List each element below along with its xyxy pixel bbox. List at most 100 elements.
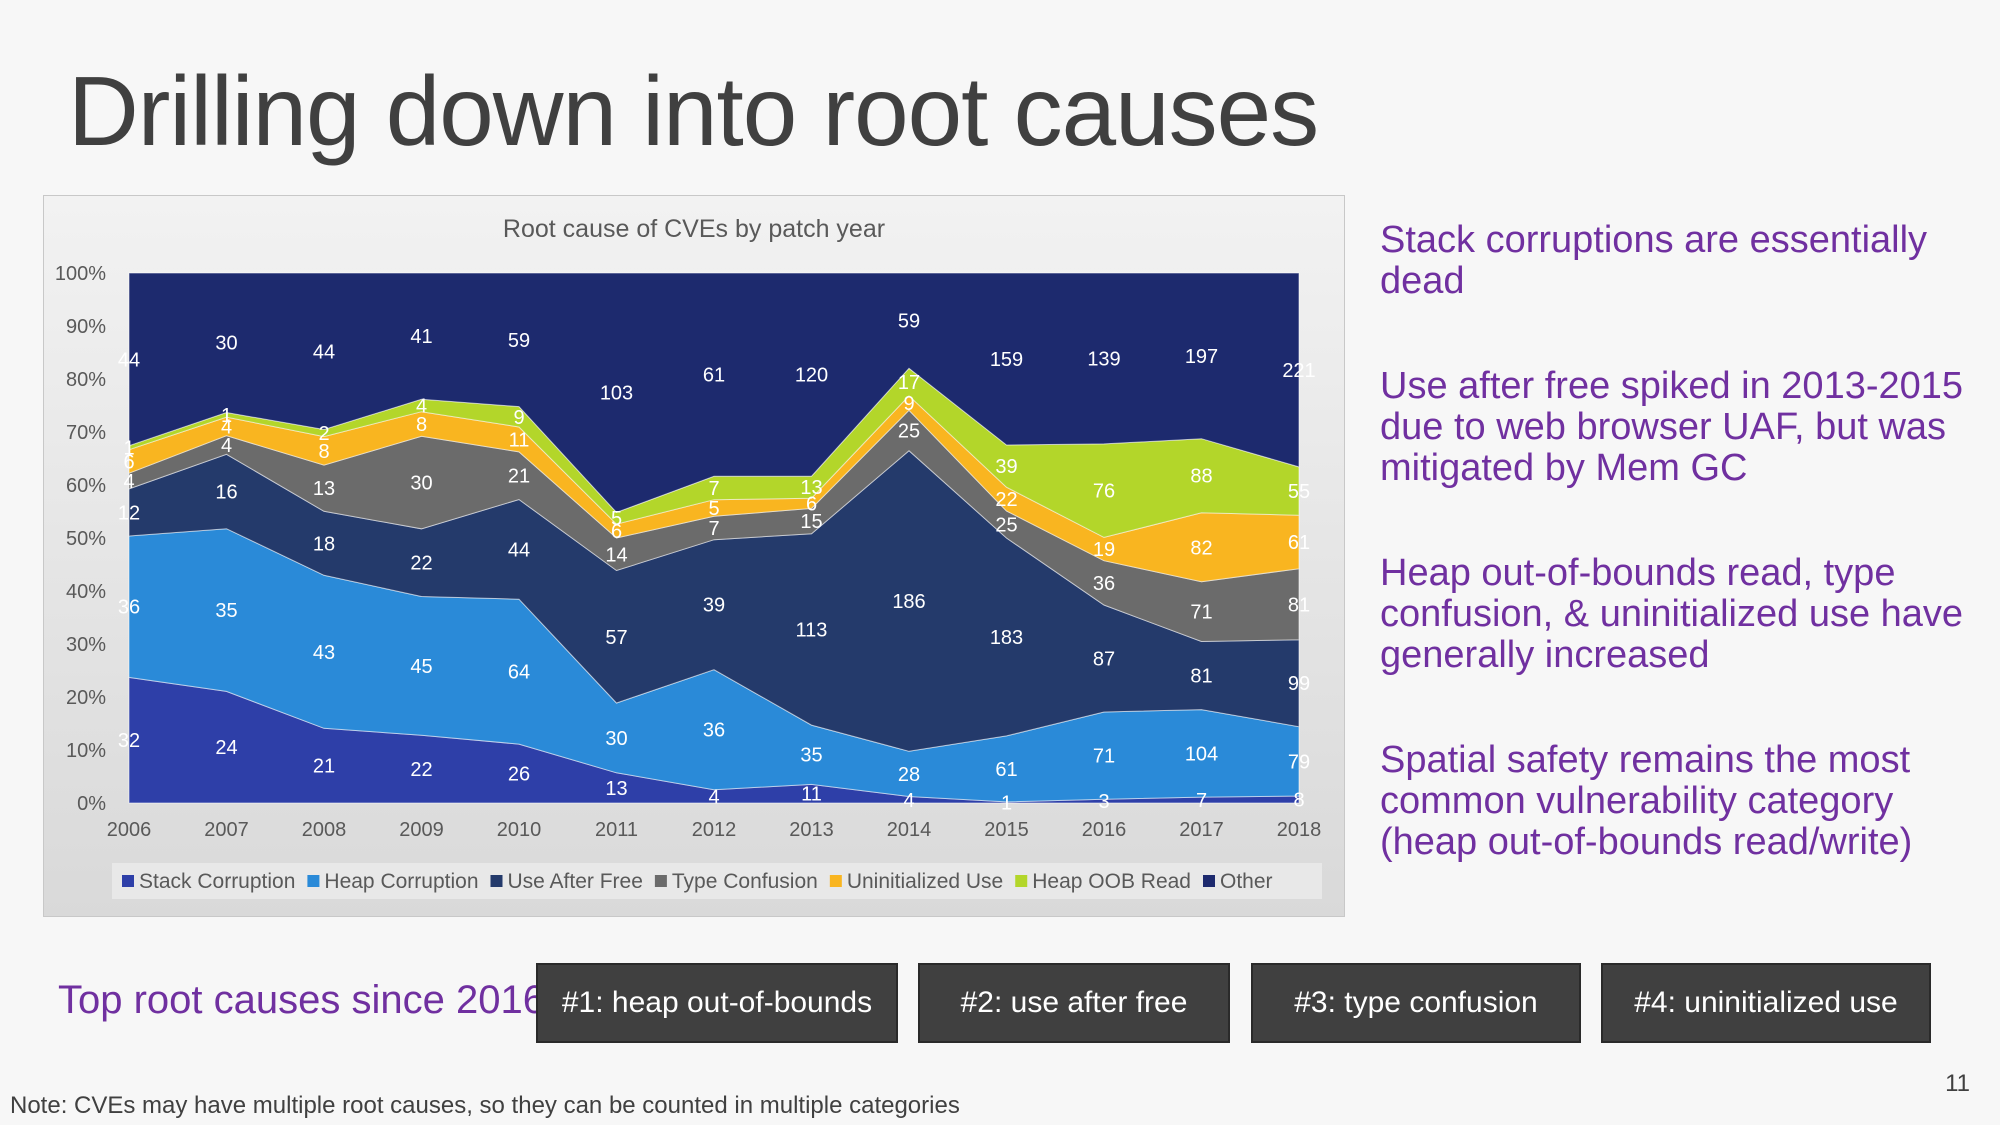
value-label: 11 xyxy=(801,784,822,806)
x-tick-label: 2013 xyxy=(789,819,834,841)
value-label: 61 xyxy=(995,759,1017,781)
x-tick-label: 2014 xyxy=(887,819,932,841)
value-label: 11 xyxy=(509,429,530,451)
value-label: 64 xyxy=(508,662,530,684)
value-label: 15 xyxy=(800,511,822,533)
value-label: 9 xyxy=(513,407,524,429)
y-tick-label: 0% xyxy=(77,793,106,815)
value-label: 81 xyxy=(1288,594,1310,616)
takeaway-stack-corruption: Stack corruptions are essentially dead xyxy=(1380,219,1928,302)
x-tick-label: 2006 xyxy=(107,819,152,841)
legend-swatch xyxy=(490,875,503,887)
value-label: 79 xyxy=(1288,751,1310,773)
chart-panel: Root cause of CVEs by patch year 0% 10% 20… xyxy=(43,195,1345,917)
top-causes-label: Top root causes since 2016: xyxy=(58,978,557,1022)
value-label: 7 xyxy=(1196,790,1207,812)
x-tick-label: 2011 xyxy=(595,819,638,841)
legend-swatch xyxy=(307,875,320,887)
value-label: 36 xyxy=(118,597,140,619)
value-label: 6 xyxy=(806,493,817,515)
y-tick-label: 60% xyxy=(66,475,106,497)
value-label: 61 xyxy=(703,365,725,387)
legend-swatch xyxy=(654,875,667,887)
stacked-area-chart: Root cause of CVEs by patch year 0%10%20… xyxy=(55,215,1322,899)
value-label: 25 xyxy=(898,421,920,443)
value-label: 44 xyxy=(313,341,335,363)
value-label: 103 xyxy=(600,383,633,405)
value-label: 1 xyxy=(1001,792,1012,814)
value-label: 71 xyxy=(1093,746,1115,768)
legend-label: Heap OOB Read xyxy=(1032,870,1191,893)
value-label: 8 xyxy=(1293,789,1304,811)
top-cause-1-button[interactable]: #1: heap out-of-bounds xyxy=(536,963,898,1043)
x-tick-label: 2017 xyxy=(1179,819,1224,841)
value-label: 18 xyxy=(313,533,335,555)
legend-label: Stack Corruption xyxy=(139,870,295,893)
value-label: 24 xyxy=(215,737,237,759)
value-label: 2 xyxy=(318,423,329,445)
value-label: 6 xyxy=(611,521,622,543)
value-label: 14 xyxy=(605,544,627,566)
value-label: 22 xyxy=(410,759,432,781)
value-label: 4 xyxy=(416,396,427,418)
value-label: 7 xyxy=(708,478,719,500)
chart-areas xyxy=(128,272,1300,804)
value-label: 1 xyxy=(221,405,232,427)
value-label: 113 xyxy=(796,619,828,641)
y-tick-label: 80% xyxy=(66,369,106,391)
chart-legend: Stack Corruption Heap Corruption Use After… xyxy=(122,870,1273,893)
value-label: 30 xyxy=(605,728,627,750)
y-tick-label: 50% xyxy=(66,528,106,550)
top-cause-3-button[interactable]: #3: type confusion xyxy=(1251,963,1581,1043)
page-number: 11 xyxy=(1945,1070,1970,1097)
value-label: 3 xyxy=(1098,791,1109,813)
legend-swatch xyxy=(122,875,134,887)
value-label: 88 xyxy=(1190,466,1212,488)
x-axis-ticks: 2006 2007 2008 2009 2010 2011 2012 2013 2014 2015… xyxy=(107,819,1322,841)
value-label: 25 xyxy=(995,514,1017,536)
value-label: 99 xyxy=(1288,673,1310,695)
value-label: 4 xyxy=(708,786,719,808)
top-cause-4-button[interactable]: #4: uninitialized use xyxy=(1601,963,1931,1043)
value-label: 5 xyxy=(708,498,719,520)
value-label: 17 xyxy=(898,372,920,394)
legend-label: Type Confusion xyxy=(672,870,818,893)
value-label: 22 xyxy=(995,489,1017,511)
legend-swatch xyxy=(1015,875,1028,887)
value-label: 82 xyxy=(1190,537,1212,559)
value-label: 35 xyxy=(800,745,822,767)
top-cause-2-button[interactable]: #2: use after free xyxy=(918,963,1230,1043)
value-label: 221 xyxy=(1282,360,1315,382)
value-label: 1 xyxy=(123,438,134,460)
value-label: 43 xyxy=(313,642,335,664)
x-tick-label: 2008 xyxy=(302,819,347,841)
value-label: 13 xyxy=(605,778,627,800)
legend-swatch xyxy=(829,875,842,887)
y-tick-label: 40% xyxy=(66,581,106,603)
legend-swatch xyxy=(1203,875,1215,887)
value-label: 104 xyxy=(1185,743,1218,765)
value-label: 32 xyxy=(118,730,140,752)
value-label: 26 xyxy=(508,764,530,786)
legend-label: Other xyxy=(1220,870,1273,893)
value-label: 44 xyxy=(508,539,530,561)
value-label: 4 xyxy=(903,790,914,812)
footnote: Note: CVEs may have multiple root causes… xyxy=(10,1092,960,1119)
value-label: 120 xyxy=(795,365,828,387)
value-label: 39 xyxy=(703,595,725,617)
x-tick-label: 2012 xyxy=(692,819,737,841)
takeaways-list: Stack corruptions are essentially dead U… xyxy=(1380,220,1980,927)
value-label: 183 xyxy=(990,627,1023,649)
value-label: 36 xyxy=(1093,573,1115,595)
value-label: 19 xyxy=(1093,539,1115,561)
value-label: 139 xyxy=(1087,348,1120,370)
value-label: 8 xyxy=(416,414,427,436)
value-label: 7 xyxy=(708,518,719,540)
value-label: 197 xyxy=(1185,346,1218,368)
value-label: 71 xyxy=(1190,602,1212,624)
y-tick-label: 20% xyxy=(66,687,106,709)
value-label: 41 xyxy=(410,326,432,348)
takeaway-use-after-free: Use after free spiked in 2013-2015 due t… xyxy=(1380,365,1964,489)
value-label: 21 xyxy=(313,756,335,778)
